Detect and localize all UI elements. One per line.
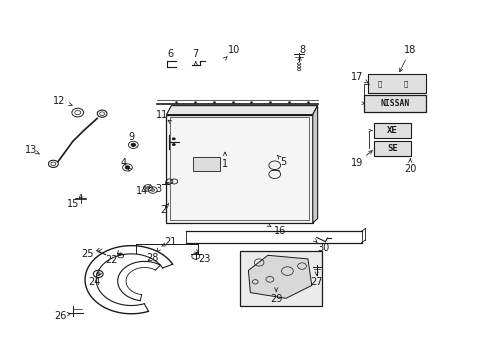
Text: 8: 8 — [298, 45, 305, 55]
Circle shape — [171, 138, 175, 140]
Text: 10: 10 — [227, 45, 240, 55]
FancyBboxPatch shape — [373, 123, 410, 138]
Text: 2: 2 — [160, 206, 166, 216]
Text: 15: 15 — [66, 199, 79, 210]
FancyBboxPatch shape — [367, 74, 425, 93]
Text: 12: 12 — [53, 96, 65, 106]
Polygon shape — [248, 255, 311, 298]
Text: 6: 6 — [167, 49, 173, 59]
Circle shape — [146, 186, 150, 189]
Polygon shape — [192, 157, 219, 171]
Text: 27: 27 — [310, 277, 322, 287]
Text: 17: 17 — [350, 72, 362, 82]
Circle shape — [171, 143, 175, 146]
Text: 30: 30 — [317, 243, 329, 253]
Text: 14: 14 — [136, 186, 148, 197]
Text: 20: 20 — [403, 164, 416, 174]
Text: 26: 26 — [54, 311, 66, 320]
Text: 21: 21 — [164, 237, 176, 247]
Text: 29: 29 — [269, 294, 282, 304]
Text: 11: 11 — [155, 111, 167, 121]
Text: 22: 22 — [105, 255, 118, 265]
Circle shape — [125, 166, 130, 169]
Text: 亙: 亙 — [403, 80, 407, 87]
Text: 3: 3 — [155, 184, 161, 194]
Text: 7: 7 — [192, 49, 199, 59]
Circle shape — [151, 189, 155, 192]
FancyBboxPatch shape — [364, 95, 425, 112]
Text: 9: 9 — [128, 132, 134, 142]
Polygon shape — [239, 251, 321, 306]
Polygon shape — [312, 105, 317, 223]
Text: 5: 5 — [280, 157, 286, 167]
Text: XE: XE — [386, 126, 397, 135]
Polygon shape — [166, 114, 312, 223]
Circle shape — [131, 143, 136, 147]
Text: 4: 4 — [120, 158, 126, 168]
Text: 亙: 亙 — [377, 80, 381, 87]
Text: SE: SE — [386, 144, 397, 153]
Text: 28: 28 — [146, 253, 159, 263]
FancyBboxPatch shape — [373, 140, 410, 156]
Text: 13: 13 — [25, 144, 37, 154]
Polygon shape — [166, 105, 317, 114]
Text: 25: 25 — [81, 248, 94, 258]
Text: 19: 19 — [350, 158, 362, 168]
Text: 24: 24 — [88, 277, 101, 287]
Text: 16: 16 — [273, 226, 285, 236]
Text: NISSAN: NISSAN — [380, 99, 409, 108]
Text: 23: 23 — [198, 254, 210, 264]
Text: 1: 1 — [222, 159, 227, 169]
Text: 18: 18 — [404, 45, 416, 55]
